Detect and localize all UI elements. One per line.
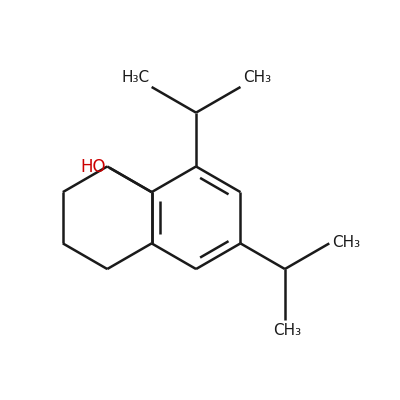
- Text: CH₃: CH₃: [243, 70, 271, 85]
- Text: CH₃: CH₃: [273, 324, 301, 338]
- Text: CH₃: CH₃: [332, 235, 360, 250]
- Text: HO: HO: [81, 158, 106, 176]
- Text: H₃C: H₃C: [121, 70, 149, 85]
